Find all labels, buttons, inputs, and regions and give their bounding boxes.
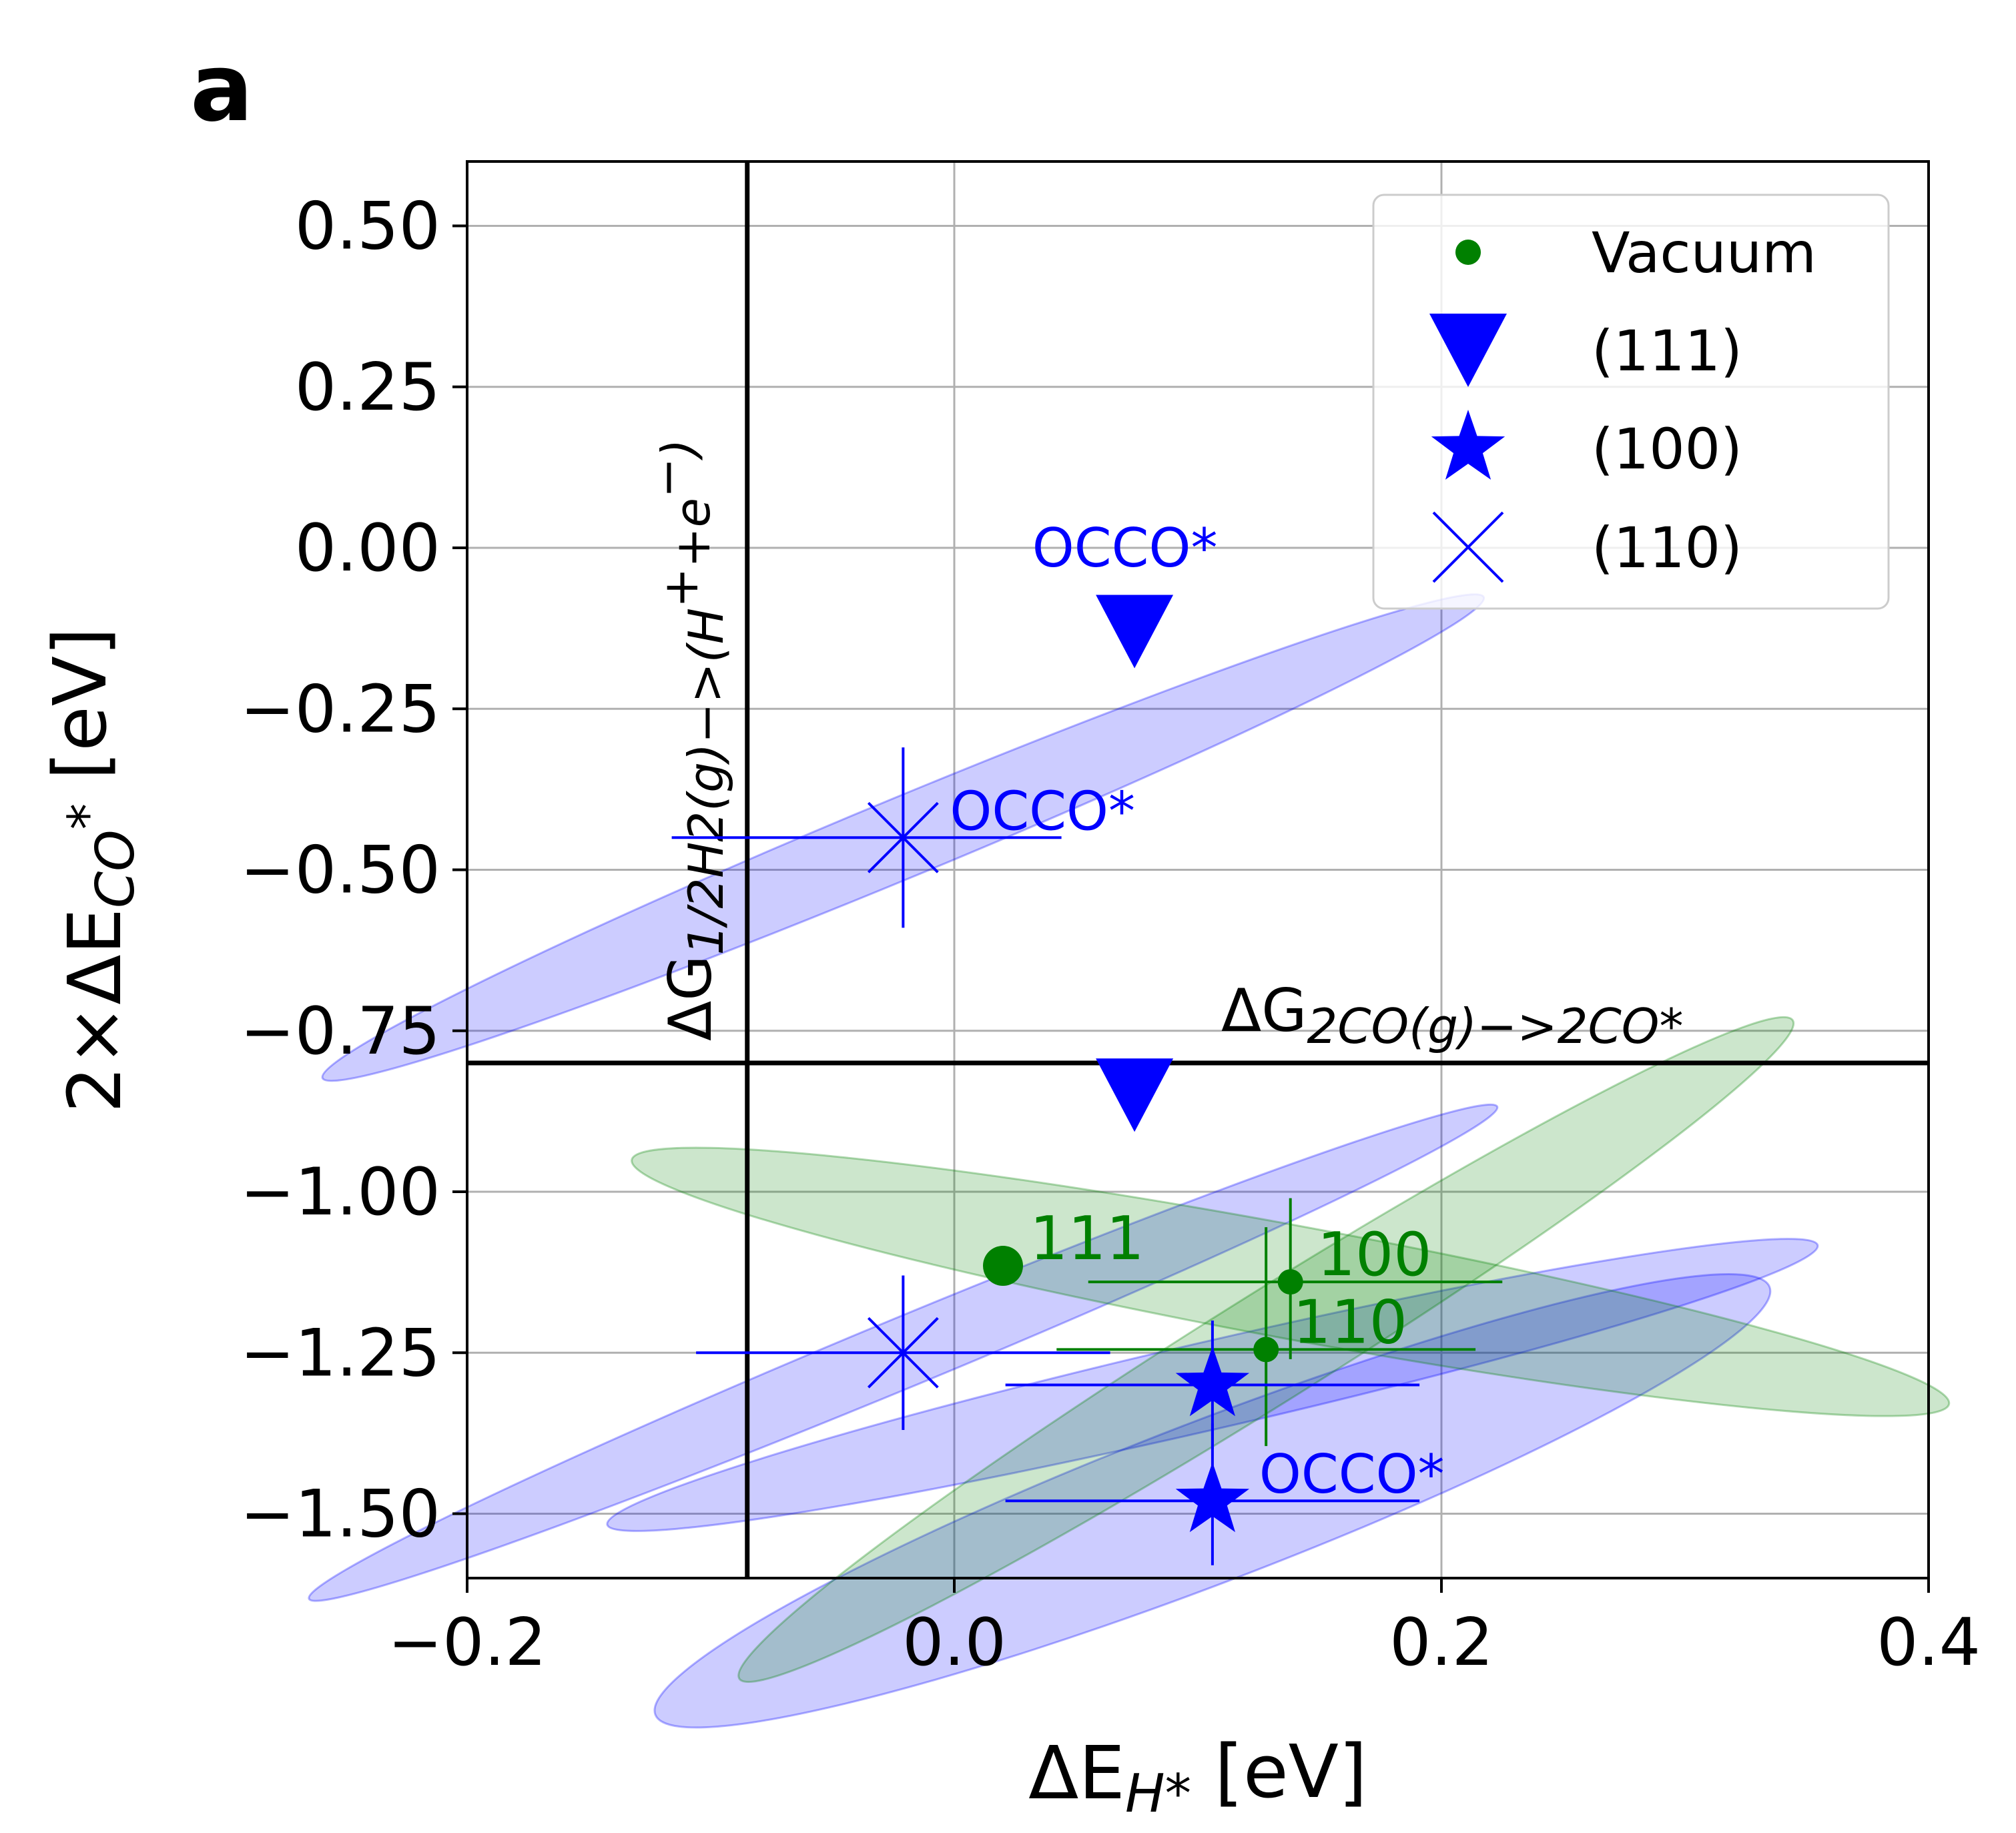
y-tick-label: 0.50 [295,189,440,265]
reference-line-vertical-label-group: ΔG1/2H2(g)−>(H++e−) [639,439,734,1041]
x-tick-label: 0.4 [1877,1605,1981,1681]
legend-marker-circle [1455,240,1481,265]
annotation: OCCO* [1032,517,1218,579]
legend-box [1372,194,1890,610]
data-point-circle [1277,1269,1303,1295]
y-tick-label: −0.50 [240,833,440,909]
y-tick-label: −1.50 [240,1477,440,1553]
legend-marker-triangle-down [1429,314,1507,387]
y-tick-label: 0.25 [295,350,440,426]
y-tick-label: −0.25 [240,671,440,747]
legend: Vacuum (111) (100) (110) [1372,194,1890,610]
reference-lines: ΔG2CO(g)−>2CO* ΔG1/2H2(g)−>(H++e−) [467,161,1929,1578]
legend-label: (111) [1592,318,1742,384]
point-label: 110 [1293,1287,1407,1357]
data-point-x [867,1317,939,1389]
x-axis-title: ΔEH* [eV] [1028,1729,1367,1824]
point-label: 100 [1317,1220,1432,1290]
x-tick-label: 0.2 [1389,1605,1493,1681]
panel-letter: a [190,34,253,143]
y-tick-label: −0.75 [240,994,440,1070]
data-point-triangle-down [1096,1058,1174,1132]
y-tick-label: 0.00 [295,510,440,587]
legend-label: (110) [1592,515,1742,581]
y-tick-label: −1.00 [240,1154,440,1230]
legend-label: (100) [1592,416,1742,482]
data-point-star [1175,1462,1250,1533]
point-annotation: OCCO* [1259,1443,1445,1505]
data-point-star [1175,1346,1250,1417]
y-tick-label: −1.25 [240,1315,440,1391]
x-tick-label: −0.2 [388,1605,547,1681]
legend-label: Vacuum [1592,220,1816,286]
y-axis-title-group: 2×ΔECO* [eV] [37,627,146,1113]
data-markers [867,595,1303,1533]
legend-marker-star [1431,410,1505,480]
point-label: 111 [1030,1204,1144,1274]
reference-line-vertical-label: ΔG1/2H2(g)−>(H++e−) [639,439,734,1041]
axes: −0.2 0.0 0.2 0.4 0.50 0.25 0.00 −0.25 −0.50 −0.75… [37,160,1981,1824]
point-annotation: OCCO* [950,780,1135,842]
data-point-triangle-down [1096,595,1174,669]
data-point-x [867,801,939,873]
data-point-circle [983,1245,1023,1286]
legend-marker-x [1432,511,1504,583]
y-axis-title: 2×ΔECO* [eV] [37,627,146,1113]
reference-line-horizontal-label: ΔG2CO(g)−>2CO* [1221,976,1683,1054]
data-point-circle [1253,1337,1279,1363]
x-tick-label: 0.0 [902,1605,1006,1681]
